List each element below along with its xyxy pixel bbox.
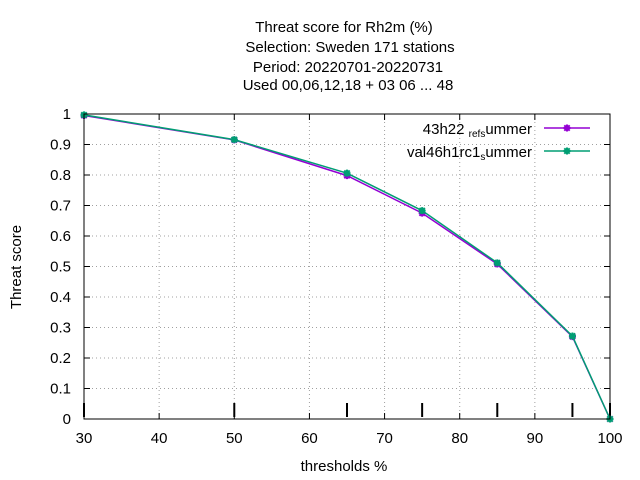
y-tick-label: 0.7 [50, 198, 71, 215]
data-point-core [494, 260, 500, 266]
x-tick-label: 90 [527, 430, 544, 447]
y-tick-label: 0.2 [50, 350, 71, 367]
y-tick-label: 0.5 [50, 259, 71, 276]
series-line-1 [83, 114, 611, 420]
y-axis-ticks: 0 0.1 0.2 0.3 0.4 0.5 0.6 0.7 0.8 0.9 1 [50, 106, 610, 428]
y-tick-label: 0.6 [50, 228, 71, 245]
data-point-core [419, 208, 425, 214]
y-tick-label: 0.8 [50, 167, 71, 184]
legend-marker-1-core [564, 125, 570, 131]
x-tick-label: 60 [301, 430, 318, 447]
title-line-1: Threat score for Rh2m (%) [255, 19, 433, 36]
y-tick-label: 0.3 [50, 320, 71, 337]
x-axis-label: thresholds % [301, 458, 388, 475]
title-line-2: Selection: Sweden 171 stations [245, 39, 454, 56]
data-point-core [569, 333, 576, 339]
x-tick-label: 70 [376, 430, 393, 447]
legend-label-2: val46h1rc1summer [407, 144, 532, 163]
threshold-markers [83, 403, 611, 417]
y-axis-label: Threat score [8, 225, 25, 309]
chart-title: Threat score for Rh2m (%) Selection: Swe… [243, 19, 455, 94]
title-line-4: Used 00,06,12,18 + 03 06 ... 48 [243, 77, 454, 94]
legend: 43h22 refsummer val46h1rc1summer [407, 121, 590, 163]
y-tick-label: 0.4 [50, 289, 71, 306]
data-point-core [344, 170, 350, 176]
legend-label-1: 43h22 refsummer [423, 121, 532, 140]
x-tick-label: 50 [226, 430, 243, 447]
title-line-3: Period: 20220701-20220731 [253, 59, 443, 76]
x-axis-ticks: 30 40 50 60 70 80 90 100 [76, 114, 623, 447]
y-tick-label: 0 [63, 411, 71, 428]
y-tick-label: 0.9 [50, 137, 71, 154]
x-tick-label: 30 [76, 430, 93, 447]
data-point-core [231, 137, 237, 143]
y-tick-label: 1 [63, 106, 71, 123]
x-tick-label: 100 [597, 430, 622, 447]
y-tick-label: 0.1 [50, 381, 71, 398]
series-1 [80, 112, 614, 423]
x-tick-label: 40 [151, 430, 168, 447]
grid [84, 114, 610, 419]
x-tick-label: 80 [451, 430, 468, 447]
legend-marker-2-core [564, 148, 570, 154]
